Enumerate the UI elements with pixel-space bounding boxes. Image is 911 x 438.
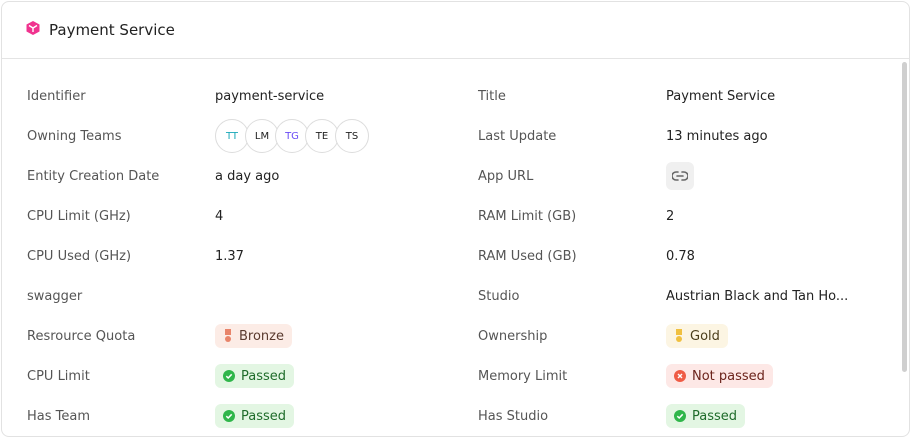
page-title: Payment Service	[49, 21, 175, 39]
passed-badge: Passed	[666, 404, 746, 428]
status-badge: Passed	[666, 401, 746, 431]
owning-teams: TT LM TG TE TS	[215, 119, 369, 153]
field-label: Has Studio	[478, 408, 549, 424]
field-label: CPU Used (GHz)	[27, 248, 132, 264]
status-badge: Passed	[215, 361, 295, 391]
team-avatar[interactable]: TT	[215, 119, 249, 153]
badge-text: Bronze	[239, 328, 284, 344]
bronze-badge: Bronze	[215, 324, 292, 348]
field-value: 1.37	[215, 248, 244, 264]
field-value: Austrian Black and Tan Ho...	[666, 288, 849, 304]
field-label: Has Team	[27, 408, 91, 424]
medal-icon	[225, 329, 231, 342]
field-label: Ownership	[478, 328, 548, 344]
badge-text: Passed	[692, 408, 738, 424]
field-label: Owning Teams	[27, 128, 122, 144]
check-circle-icon	[674, 410, 686, 422]
check-circle-icon	[223, 410, 235, 422]
status-badge: Not passed	[666, 361, 773, 391]
field-label: RAM Limit (GB)	[478, 208, 577, 224]
badge-text: Passed	[241, 368, 287, 384]
field-label: Entity Creation Date	[27, 168, 160, 184]
card-header: Payment Service	[2, 2, 909, 59]
badge-text: Gold	[690, 328, 720, 344]
field-label: CPU Limit	[27, 368, 90, 384]
field-value: 4	[215, 208, 224, 224]
field-label: Studio	[478, 288, 520, 304]
team-avatar[interactable]: TG	[275, 119, 309, 153]
status-badge: Gold	[666, 321, 728, 351]
badge-text: Passed	[241, 408, 287, 424]
x-circle-icon	[674, 370, 686, 382]
cube-icon	[25, 20, 41, 40]
app-url	[666, 161, 694, 191]
team-avatar[interactable]: TE	[305, 119, 339, 153]
link-icon[interactable]	[666, 162, 694, 190]
team-avatar[interactable]: LM	[245, 119, 279, 153]
field-value: payment-service	[215, 88, 325, 104]
status-badge: Bronze	[215, 321, 292, 351]
field-value: 0.78	[666, 248, 695, 264]
field-label: Resrource Quota	[27, 328, 136, 344]
field-label: App URL	[478, 168, 534, 184]
field-value: 2	[666, 208, 675, 224]
team-avatar[interactable]: TS	[335, 119, 369, 153]
medal-icon	[676, 329, 682, 342]
field-value: a day ago	[215, 168, 280, 184]
field-label: Title	[478, 88, 506, 104]
field-label: Identifier	[27, 88, 86, 104]
field-label: Memory Limit	[478, 368, 568, 384]
badge-text: Not passed	[692, 368, 765, 384]
scrollbar[interactable]	[902, 62, 907, 372]
field-value: Payment Service	[666, 88, 776, 104]
field-value: 13 minutes ago	[666, 128, 768, 144]
field-label: CPU Limit (GHz)	[27, 208, 131, 224]
field-label: Last Update	[478, 128, 557, 144]
check-circle-icon	[223, 370, 235, 382]
passed-badge: Passed	[215, 364, 295, 388]
failed-badge: Not passed	[666, 364, 773, 388]
gold-badge: Gold	[666, 324, 728, 348]
passed-badge: Passed	[215, 404, 295, 428]
field-label: swagger	[27, 288, 83, 304]
field-label: RAM Used (GB)	[478, 248, 577, 264]
status-badge: Passed	[215, 401, 295, 431]
